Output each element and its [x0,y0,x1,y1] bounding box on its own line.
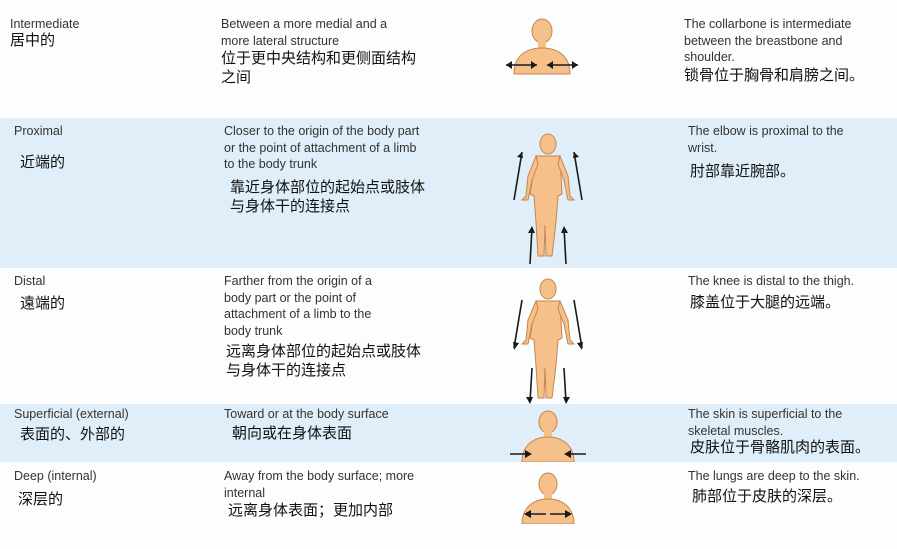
definition-english: Away from the body surface; more interna… [224,469,415,500]
definition-english: Toward or at the body surface [224,407,389,421]
example-english: The elbow is proximal to the wrist. [688,124,844,155]
definition-chinese: 远离身体表面；更加内部 [228,501,394,519]
definition-english: Farther from the origin of a body part o… [224,274,372,338]
torso-arrows-outward-icon [508,470,588,524]
term-english: Distal [14,274,46,288]
torso-lateral-arrows-icon [500,16,584,76]
term-chinese: 居中的 [10,31,56,49]
term-english: Deep (internal) [14,469,97,483]
example-english: The skin is superficial to the skeletal … [688,407,843,438]
definition-chinese: 靠近身体部位的起始点或肢体与身体干的连接点 [230,178,426,215]
term-english: Intermediate [10,17,80,31]
figure-arrows-away-from-trunk-icon [508,276,588,406]
example-chinese: 锁骨位于胸骨和肩膀之间。 [684,66,865,84]
figure-arrows-toward-trunk-icon [508,130,588,268]
example-english: The lungs are deep to the skin. [688,469,860,483]
term-chinese: 近端的 [20,153,66,171]
definition-chinese: 远离身体部位的起始点或肢体与身体干的连接点 [226,342,422,379]
example-chinese: 肺部位于皮肤的深层。 [692,487,843,505]
example-chinese: 肘部靠近腕部。 [690,162,796,180]
definition-chinese: 位于更中央结构和更侧面结构之间 [221,49,417,86]
example-english: The collarbone is intermediate between t… [684,17,852,64]
table-row: Superficial (external) 表面的、外部的 Toward or… [0,404,897,462]
term-english: Superficial (external) [14,407,129,421]
table-row: Deep (internal) 深层的 Away from the body s… [0,462,897,549]
torso-arrows-inward-icon [508,408,588,462]
definition-english: Closer to the origin of the body part or… [224,124,420,171]
term-chinese: 遠端的 [20,294,66,312]
term-english: Proximal [14,124,63,138]
example-english: The knee is distal to the thigh. [688,274,855,288]
example-chinese: 膝盖位于大腿的远端。 [690,293,841,311]
table-row: Proximal 近端的 Closer to the origin of the… [0,118,897,268]
definition-english: Between a more medial and a more lateral… [221,17,388,48]
term-chinese: 深层的 [18,490,64,508]
term-chinese: 表面的、外部的 [20,425,126,443]
table-row: Distal 遠端的 Farther from the origin of a … [0,268,897,404]
definition-chinese: 朝向或在身体表面 [232,424,353,442]
example-chinese: 皮肤位于骨骼肌肉的表面。 [690,438,871,456]
table-row: Intermediate 居中的 Between a more medial a… [0,0,897,118]
